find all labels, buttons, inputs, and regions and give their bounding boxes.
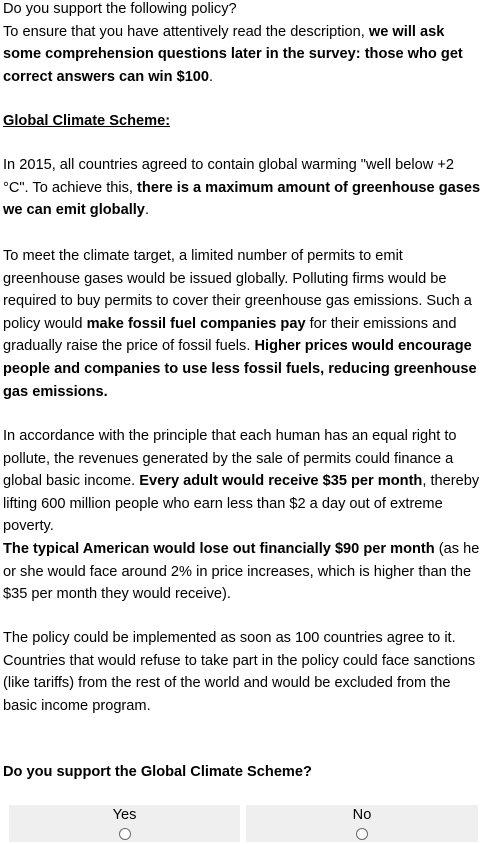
question-text: Do you support the Global Climate Scheme… [3, 761, 312, 784]
choice-yes-label: Yes [9, 805, 240, 824]
intro-text: Do you support the following policy? To … [3, 0, 481, 88]
p3-bold-2: The typical American would lose out fina… [3, 541, 435, 557]
yes-radio-button[interactable] [119, 828, 131, 840]
choice-no[interactable]: No [246, 805, 478, 842]
paragraph-implementation: The policy could be implemented as soon … [3, 627, 481, 717]
scheme-heading: Global Climate Scheme: [3, 110, 170, 133]
p2-bold-1: make fossil fuel companies pay [87, 316, 306, 332]
no-radio-button[interactable] [356, 828, 368, 840]
paragraph-basic-income: In accordance with the principle that ea… [3, 425, 481, 606]
intro-line-end: . [209, 69, 213, 85]
paragraph-permits: To meet the climate target, a limited nu… [3, 245, 481, 403]
paragraph-paris-goal: In 2015, all countries agreed to contain… [3, 154, 481, 222]
p3-bold-1: Every adult would receive $35 per month [139, 473, 422, 489]
intro-line-question: Do you support the following policy? [3, 1, 237, 17]
choice-yes[interactable]: Yes [9, 805, 240, 842]
intro-line-plain: To ensure that you have attentively read… [3, 24, 369, 40]
p1-text-2: . [145, 202, 149, 218]
choice-no-label: No [246, 805, 478, 824]
